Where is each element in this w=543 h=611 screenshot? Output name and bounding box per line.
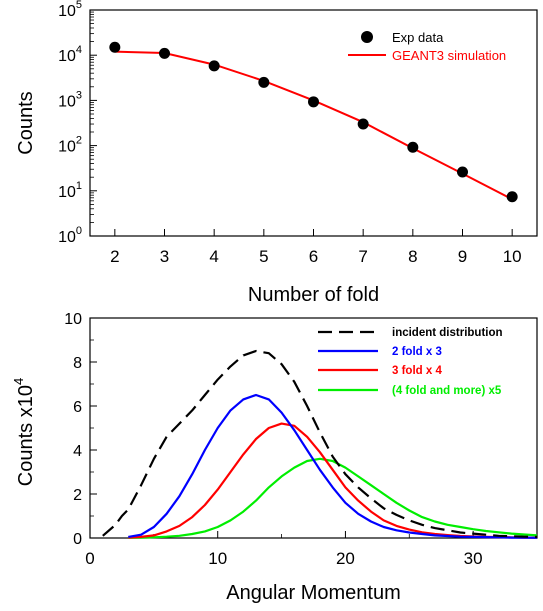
legend-marker-exp-data (361, 31, 373, 43)
x-tick-label: 5 (259, 247, 268, 266)
data-point-exp (208, 60, 220, 72)
legend-4-fold-and-more-label: (4 fold and more) x5 (392, 385, 502, 397)
x-tick-label: 8 (408, 247, 417, 266)
y-axis-label: Counts x104 (11, 378, 37, 486)
bottom-chart-angular-momentum: 0 2 4 6 8 10 0 10 20 30 Angular Momentum Counts x10… (11, 311, 538, 604)
y-tick-label: 101 (58, 180, 82, 201)
y-tick-label: 102 (58, 135, 82, 156)
legend-incident-distribution-label: incident distribution (392, 327, 503, 339)
y-tick-label: 4 (73, 443, 82, 460)
plot-frame (89, 317, 538, 539)
data-point-exp (506, 191, 518, 203)
y-tick-label: 0 (73, 531, 82, 548)
y-tick-label: 10 (64, 311, 82, 328)
x-tick-label: 4 (209, 247, 218, 266)
x-tick-label: 10 (503, 247, 522, 266)
x-tick-label: 7 (358, 247, 367, 266)
x-tick-label: 10 (208, 549, 227, 568)
legend-label-geant3: GEANT3 simulation (392, 48, 506, 63)
series-line-incident-distribution (102, 349, 538, 538)
x-tick-label: 30 (464, 549, 483, 568)
y-tick-label: 104 (58, 44, 82, 65)
legend-label-exp-data: Exp data (392, 30, 444, 45)
series-line-geant3-simulation (114, 50, 513, 201)
y-tick-label: 6 (73, 399, 82, 416)
x-tick-label: 3 (160, 247, 169, 266)
x-tick-label: 6 (309, 247, 318, 266)
data-point-exp (407, 141, 419, 153)
y-tick-label: 103 (58, 89, 82, 110)
y-tick-label: 8 (73, 355, 82, 372)
legend-2-fold-label: 2 fold x 3 (392, 346, 442, 358)
x-tick-label: 20 (336, 549, 355, 568)
data-point-exp (258, 76, 270, 88)
y-tick-label: 2 (73, 487, 82, 504)
x-axis-label: Angular Momentum (226, 582, 401, 604)
top-chart-fold-distribution: 100 101 102 103 104 105 2 3 4 5 6 7 8 9 10 Number of fo… (15, 0, 538, 306)
data-point-exp (357, 118, 369, 130)
data-point-exp (308, 96, 319, 108)
plot-frame (89, 9, 538, 237)
series-line-2-fold (128, 393, 538, 539)
data-point-exp (457, 166, 468, 178)
series-line-4-fold-and-more (128, 457, 538, 539)
x-tick-label: 0 (85, 549, 94, 568)
x-tick-label: 2 (110, 247, 119, 266)
data-point-exp (159, 47, 170, 59)
legend-3-fold-label: 3 fold x 4 (392, 365, 442, 377)
y-axis-label: Counts (15, 91, 37, 154)
y-tick-label: 100 (58, 225, 82, 246)
data-point-exp (109, 41, 121, 53)
x-tick-label: 9 (458, 247, 467, 266)
y-tick-label: 105 (58, 0, 82, 20)
x-axis-label: Number of fold (248, 284, 379, 306)
